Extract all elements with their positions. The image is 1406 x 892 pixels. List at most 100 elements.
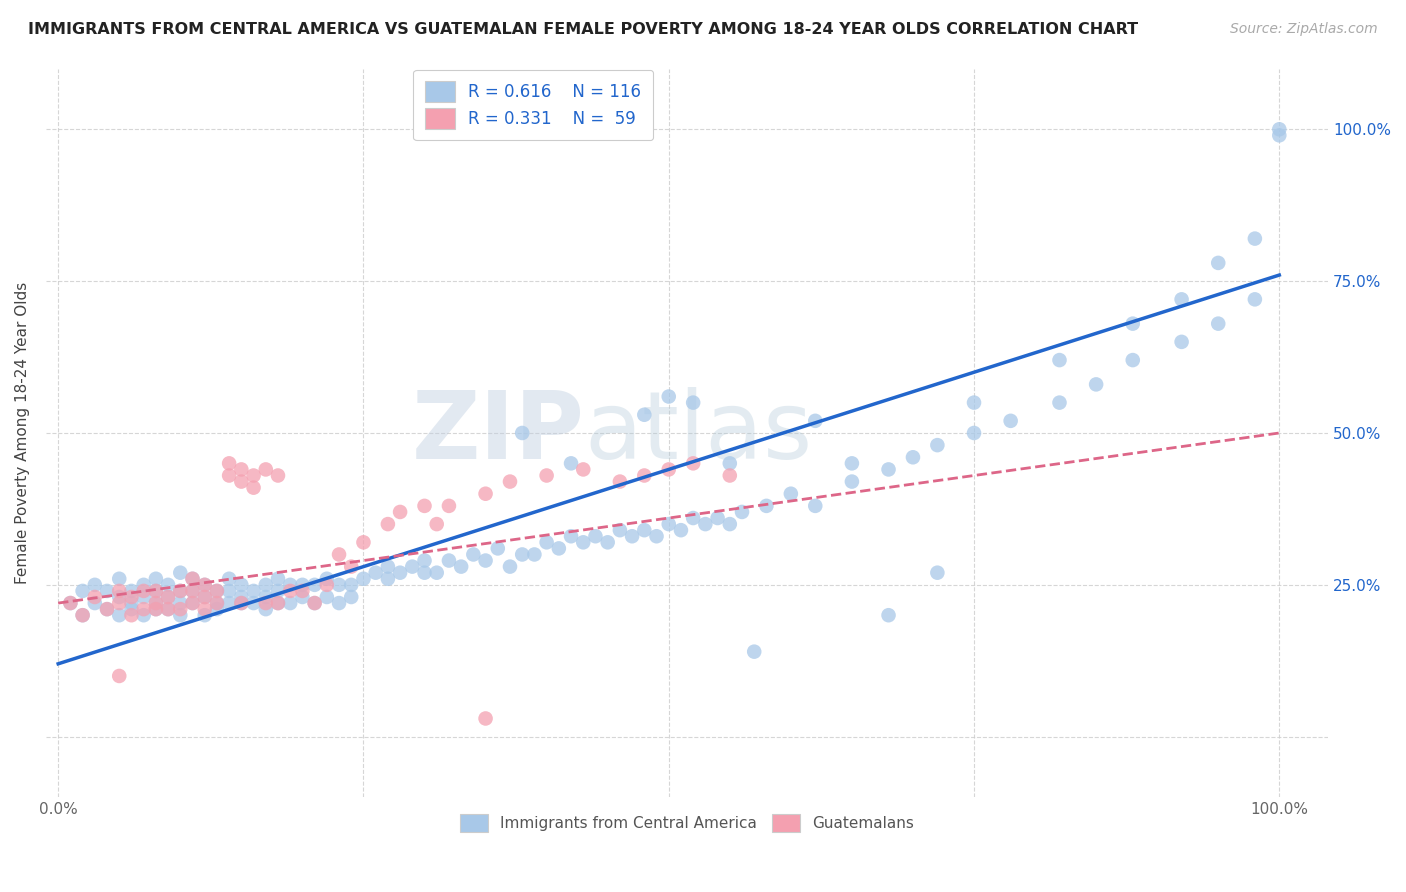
Point [72, 608, 94, 623]
Point [499, 559, 522, 574]
Point [609, 523, 631, 537]
Point [231, 596, 253, 610]
Point [145, 596, 167, 610]
Point [389, 566, 412, 580]
Point [413, 499, 436, 513]
Point [437, 499, 460, 513]
Point [218, 468, 240, 483]
Point [621, 529, 644, 543]
Point [718, 517, 741, 532]
Point [267, 572, 290, 586]
Point [901, 450, 924, 465]
Point [194, 602, 217, 616]
Point [267, 596, 290, 610]
Point [377, 572, 399, 586]
Point [413, 566, 436, 580]
Point [426, 566, 449, 580]
Point [231, 590, 253, 604]
Point [267, 596, 290, 610]
Point [560, 456, 582, 470]
Point [231, 475, 253, 489]
Point [1049, 395, 1071, 409]
Point [254, 578, 277, 592]
Point [474, 487, 496, 501]
Point [231, 462, 253, 476]
Point [218, 456, 240, 470]
Point [169, 583, 191, 598]
Point [1122, 353, 1144, 368]
Point [315, 572, 337, 586]
Point [463, 548, 485, 562]
Point [181, 583, 204, 598]
Point [804, 499, 827, 513]
Point [194, 590, 217, 604]
Point [157, 602, 180, 616]
Point [510, 425, 533, 440]
Point [120, 608, 142, 623]
Point [389, 505, 412, 519]
Point [437, 553, 460, 567]
Point [1244, 293, 1267, 307]
Point [59, 596, 82, 610]
Point [157, 602, 180, 616]
Point [560, 529, 582, 543]
Point [181, 583, 204, 598]
Point [377, 559, 399, 574]
Point [755, 499, 778, 513]
Point [658, 517, 681, 532]
Point [413, 553, 436, 567]
Point [450, 559, 472, 574]
Point [291, 583, 314, 598]
Point [658, 390, 681, 404]
Point [353, 572, 375, 586]
Point [145, 572, 167, 586]
Point [169, 583, 191, 598]
Point [108, 596, 131, 610]
Point [633, 468, 655, 483]
Point [682, 511, 704, 525]
Point [169, 602, 191, 616]
Point [731, 505, 754, 519]
Point [145, 583, 167, 598]
Point [181, 596, 204, 610]
Y-axis label: Female Poverty Among 18-24 Year Olds: Female Poverty Among 18-24 Year Olds [15, 282, 30, 584]
Point [1206, 317, 1229, 331]
Point [364, 566, 387, 580]
Point [1244, 231, 1267, 245]
Point [108, 669, 131, 683]
Point [205, 602, 228, 616]
Point [181, 572, 204, 586]
Point [205, 583, 228, 598]
Point [218, 583, 240, 598]
Point [304, 596, 326, 610]
Point [401, 559, 423, 574]
Point [169, 596, 191, 610]
Point [96, 602, 118, 616]
Point [315, 578, 337, 592]
Point [96, 602, 118, 616]
Point [536, 468, 558, 483]
Text: IMMIGRANTS FROM CENTRAL AMERICA VS GUATEMALAN FEMALE POVERTY AMONG 18-24 YEAR OL: IMMIGRANTS FROM CENTRAL AMERICA VS GUATE… [28, 22, 1139, 37]
Point [353, 535, 375, 549]
Point [499, 475, 522, 489]
Point [1085, 377, 1108, 392]
Point [572, 462, 595, 476]
Point [682, 456, 704, 470]
Point [426, 517, 449, 532]
Point [1170, 293, 1192, 307]
Point [242, 583, 264, 598]
Point [742, 645, 765, 659]
Point [706, 511, 728, 525]
Point [1122, 317, 1144, 331]
Point [718, 468, 741, 483]
Point [242, 481, 264, 495]
Point [804, 414, 827, 428]
Point [120, 583, 142, 598]
Point [596, 535, 619, 549]
Point [205, 583, 228, 598]
Point [927, 438, 949, 452]
Point [1206, 256, 1229, 270]
Point [194, 608, 217, 623]
Point [304, 578, 326, 592]
Point [169, 608, 191, 623]
